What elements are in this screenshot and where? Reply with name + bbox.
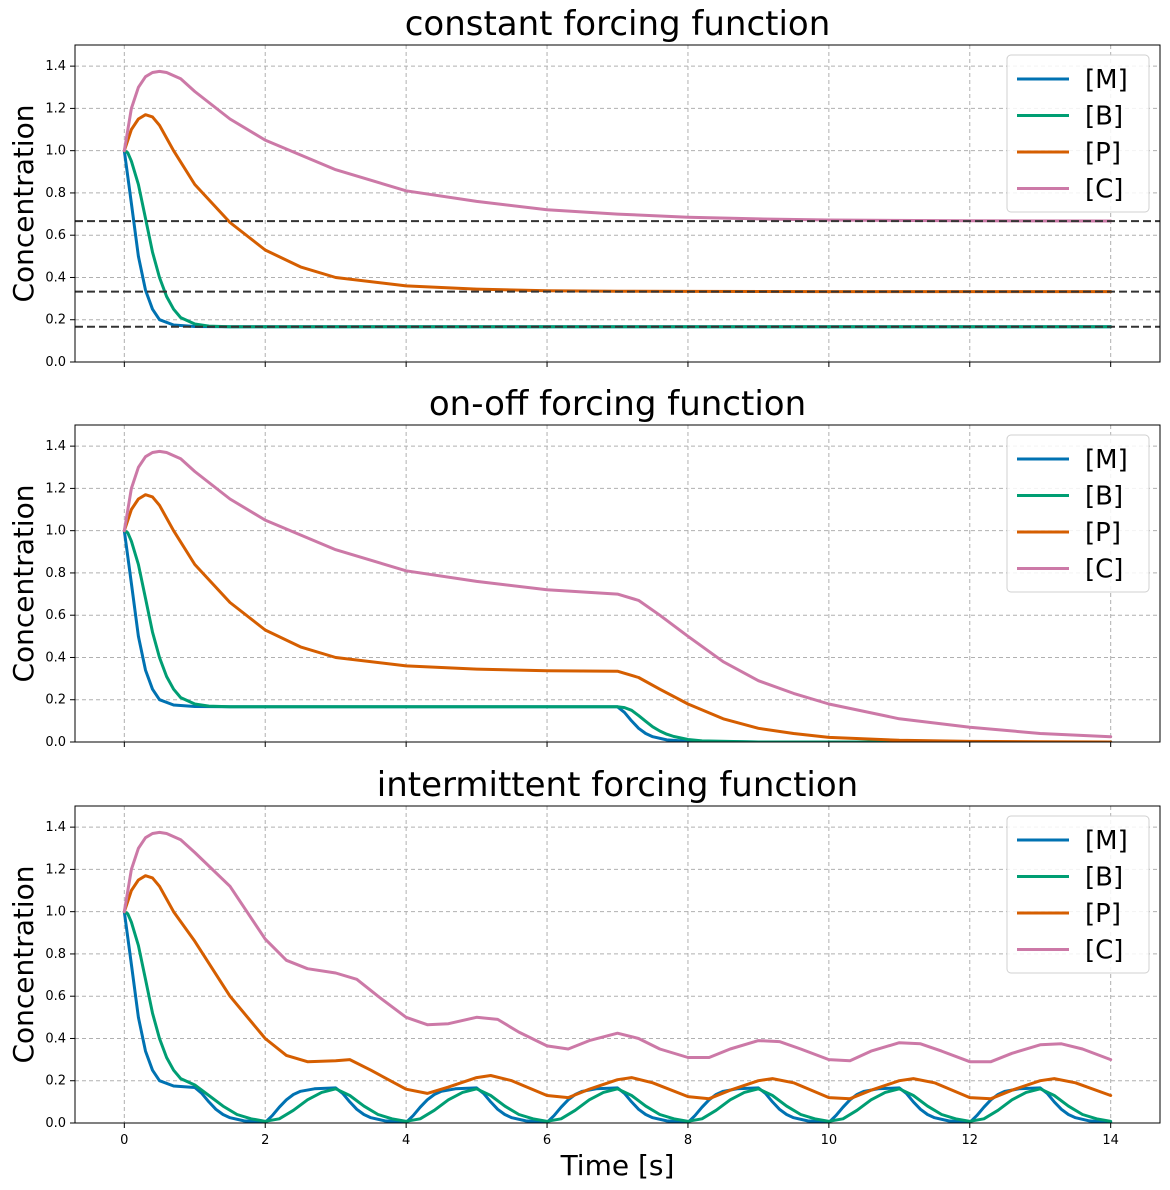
legend: [M] [B] [P] [C] [1006, 54, 1150, 213]
y-tick-label: 1.0 [45, 524, 66, 539]
legend: [M] [B] [P] [C] [1006, 815, 1150, 974]
plot-frame [74, 424, 1161, 743]
legend-label: [C] [1085, 175, 1123, 205]
x-tick-label: 2 [261, 1133, 269, 1148]
plot-frame [74, 44, 1161, 363]
series-line-c [122, 830, 1113, 1064]
x-tick-label: 6 [543, 1133, 551, 1148]
x-tick-label: 12 [961, 1133, 978, 1148]
y-tick-label: 0.8 [45, 947, 66, 962]
x-tick-label: 0 [120, 1133, 128, 1148]
legend-label: [P] [1085, 518, 1121, 548]
series-line-m [122, 149, 1113, 329]
legend-label: [P] [1085, 138, 1121, 168]
y-tick-label: 1.4 [45, 439, 66, 454]
x-tick-label: 10 [821, 1133, 838, 1148]
x-axis-label: Time [s] [560, 1149, 675, 1182]
y-tick-label: 0.6 [45, 228, 66, 243]
series-line-p [122, 874, 1113, 1101]
y-tick-label: 0.2 [45, 1074, 66, 1089]
legend-label: [B] [1085, 863, 1123, 893]
y-tick-label: 0.0 [45, 355, 66, 370]
y-tick-label: 0.4 [45, 270, 66, 285]
series-line-b [122, 910, 1113, 1123]
series-line-c [122, 449, 1113, 739]
x-tick-label: 8 [684, 1133, 692, 1148]
chart-title: on-off forcing function [429, 384, 806, 424]
legend-label: [M] [1085, 445, 1128, 475]
y-tick-label: 0.4 [45, 1031, 66, 1046]
chart-title: intermittent forcing function [377, 765, 858, 805]
y-axis-label: Concentration [7, 484, 40, 682]
series-group [122, 69, 1113, 329]
series-line-b [122, 529, 1113, 742]
y-tick-label: 0.8 [45, 186, 66, 201]
legend-label: [B] [1085, 102, 1123, 132]
legend-box [1006, 815, 1150, 974]
x-tick-label: 14 [1102, 1133, 1119, 1148]
series-line-p [122, 493, 1113, 742]
y-axis-label: Concentration [7, 104, 40, 302]
legend-label: [P] [1085, 899, 1121, 929]
y-tick-label: 1.0 [45, 144, 66, 159]
chart-panel-1: 0.0 0.2 0.4 0.6 0.8 1.0 1.2 1.4 constant forcing… [7, 4, 1161, 370]
legend-box [1006, 54, 1150, 213]
series-line-m [122, 910, 1113, 1123]
y-tick-label: 1.2 [45, 101, 66, 116]
y-tick-label: 0.0 [45, 1116, 66, 1131]
y-tick-label: 0.0 [45, 735, 66, 750]
series-line-c [122, 69, 1113, 223]
legend-label: [C] [1085, 555, 1123, 585]
y-tick-label: 0.2 [45, 313, 66, 328]
series-line-b [122, 149, 1113, 329]
series-line-m [122, 529, 1113, 742]
y-tick-label: 0.6 [45, 989, 66, 1004]
series-group [122, 830, 1113, 1123]
y-tick-label: 1.0 [45, 905, 66, 920]
plot-frame [74, 805, 1161, 1124]
y-tick-label: 1.2 [45, 481, 66, 496]
legend-label: [M] [1085, 65, 1128, 95]
legend: [M] [B] [P] [C] [1006, 434, 1150, 593]
series-line-p [122, 113, 1113, 294]
y-tick-label: 0.6 [45, 608, 66, 623]
legend-label: [C] [1085, 936, 1123, 966]
legend-box [1006, 434, 1150, 593]
y-tick-label: 0.4 [45, 650, 66, 665]
legend-label: [B] [1085, 482, 1123, 512]
y-tick-label: 1.2 [45, 862, 66, 877]
chart-title: constant forcing function [405, 4, 831, 44]
y-tick-label: 0.8 [45, 566, 66, 581]
y-axis-label: Concentration [7, 865, 40, 1063]
series-group [122, 449, 1113, 742]
y-tick-label: 1.4 [45, 820, 66, 835]
legend-label: [M] [1085, 826, 1128, 856]
y-tick-label: 0.2 [45, 693, 66, 708]
x-tick-label: 4 [402, 1133, 410, 1148]
chart-panel-2: 0.0 0.2 0.4 0.6 0.8 1.0 1.2 1.4 on-off forcing f… [7, 384, 1161, 750]
chart-panel-3: 0.0 0.2 0.4 0.6 0.8 1.0 1.2 1.4 0 2 4 6 8 10 12 14 inter… [7, 765, 1161, 1182]
y-tick-label: 1.4 [45, 59, 66, 74]
